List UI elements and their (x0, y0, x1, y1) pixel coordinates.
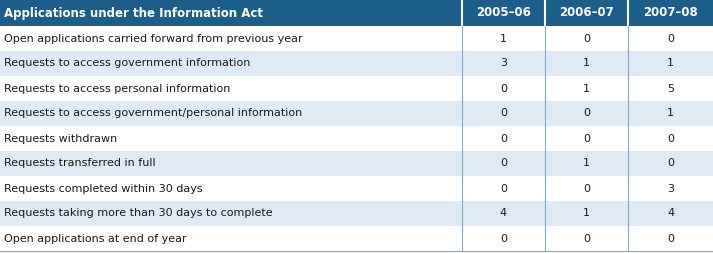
Text: Requests to access government/personal information: Requests to access government/personal i… (4, 108, 302, 119)
Bar (0, 0, 462, 26)
Bar (0, 126, 713, 151)
Text: 0: 0 (500, 233, 507, 244)
Text: Open applications carried forward from previous year: Open applications carried forward from p… (4, 34, 302, 43)
Text: 1: 1 (583, 209, 590, 218)
Text: Requests completed within 30 days: Requests completed within 30 days (4, 183, 202, 194)
Text: 0: 0 (583, 134, 590, 144)
Text: 0: 0 (500, 158, 507, 168)
Text: 4: 4 (500, 209, 507, 218)
Text: Open applications at end of year: Open applications at end of year (4, 233, 187, 244)
Text: 1: 1 (583, 158, 590, 168)
Bar (0, 151, 713, 176)
Bar (0, 201, 713, 226)
Text: Requests transferred in full: Requests transferred in full (4, 158, 155, 168)
Bar (545, 0, 628, 26)
Text: 0: 0 (667, 134, 674, 144)
Bar (0, 226, 713, 251)
Bar (0, 51, 713, 76)
Text: 3: 3 (667, 183, 674, 194)
Bar (628, 0, 713, 26)
Bar (462, 0, 545, 26)
Text: 1: 1 (500, 34, 507, 43)
Bar (0, 26, 713, 51)
Bar (0, 101, 713, 126)
Text: 0: 0 (500, 108, 507, 119)
Text: 0: 0 (667, 158, 674, 168)
Text: Applications under the Information Act: Applications under the Information Act (4, 7, 263, 20)
Text: 0: 0 (500, 134, 507, 144)
Bar (0, 76, 713, 101)
Text: Requests withdrawn: Requests withdrawn (4, 134, 117, 144)
Text: 1: 1 (583, 84, 590, 93)
Bar (0, 176, 713, 201)
Text: 4: 4 (667, 209, 674, 218)
Text: 2007–08: 2007–08 (643, 7, 698, 20)
Text: 3: 3 (500, 58, 507, 69)
Text: 2006–07: 2006–07 (559, 7, 614, 20)
Text: Requests taking more than 30 days to complete: Requests taking more than 30 days to com… (4, 209, 272, 218)
Text: 0: 0 (667, 34, 674, 43)
Text: 0: 0 (583, 183, 590, 194)
Text: 0: 0 (583, 34, 590, 43)
Text: 0: 0 (667, 233, 674, 244)
Text: 1: 1 (667, 108, 674, 119)
Text: 0: 0 (500, 84, 507, 93)
Text: Requests to access personal information: Requests to access personal information (4, 84, 230, 93)
Text: 0: 0 (500, 183, 507, 194)
Text: 1: 1 (583, 58, 590, 69)
Text: 5: 5 (667, 84, 674, 93)
Text: Requests to access government information: Requests to access government informatio… (4, 58, 250, 69)
Text: 2005–06: 2005–06 (476, 7, 531, 20)
Text: 1: 1 (667, 58, 674, 69)
Text: 0: 0 (583, 108, 590, 119)
Text: 0: 0 (583, 233, 590, 244)
